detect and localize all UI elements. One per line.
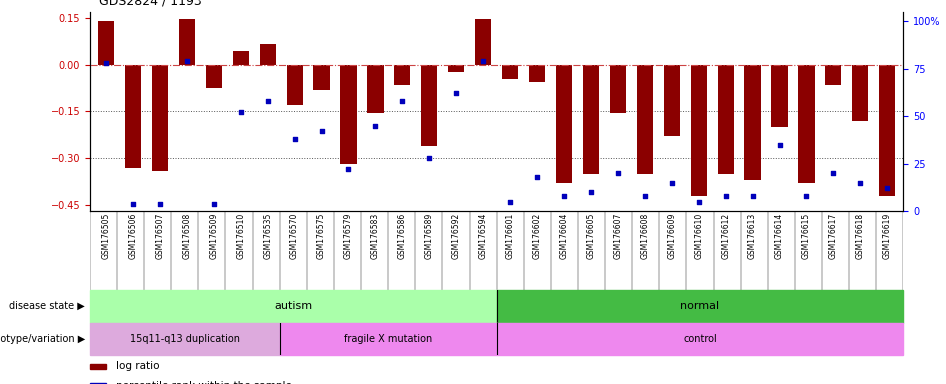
Point <box>260 98 275 104</box>
Point <box>152 200 167 207</box>
Text: 15q11-q13 duplication: 15q11-q13 duplication <box>130 334 239 344</box>
Bar <box>637 65 653 174</box>
Point <box>476 58 491 64</box>
Bar <box>771 65 788 127</box>
Bar <box>556 65 572 183</box>
Point <box>126 200 141 207</box>
Point <box>180 58 195 64</box>
Point <box>880 185 895 192</box>
Bar <box>394 65 411 85</box>
Point <box>206 200 221 207</box>
Point <box>394 98 410 104</box>
Bar <box>205 65 222 88</box>
Bar <box>98 21 114 65</box>
Bar <box>90 383 106 384</box>
Bar <box>583 65 599 174</box>
Point <box>556 193 571 199</box>
Bar <box>151 65 168 170</box>
Bar <box>367 65 383 113</box>
Point <box>826 170 841 176</box>
Bar <box>287 65 303 105</box>
Bar <box>691 65 707 195</box>
Point <box>772 142 787 148</box>
Bar <box>448 65 464 72</box>
Point <box>368 122 383 129</box>
Point <box>287 136 302 142</box>
Point <box>610 170 625 176</box>
Bar <box>90 364 106 369</box>
Text: disease state ▶: disease state ▶ <box>9 301 85 311</box>
Point <box>852 180 867 186</box>
Bar <box>718 65 734 174</box>
Text: log ratio: log ratio <box>115 361 159 371</box>
Text: autism: autism <box>274 301 312 311</box>
Bar <box>125 65 141 167</box>
Text: genotype/variation ▶: genotype/variation ▶ <box>0 334 85 344</box>
Bar <box>610 65 626 113</box>
Point <box>233 109 248 115</box>
Point <box>745 193 761 199</box>
Bar <box>852 65 868 121</box>
Bar <box>475 19 491 65</box>
Point <box>502 199 517 205</box>
Point <box>718 193 733 199</box>
Bar <box>664 65 680 136</box>
Bar <box>798 65 815 183</box>
Text: control: control <box>683 334 717 344</box>
Point <box>638 193 653 199</box>
Bar <box>179 19 195 65</box>
Point <box>422 155 437 161</box>
Text: percentile rank within the sample: percentile rank within the sample <box>115 381 291 384</box>
Bar <box>421 65 437 146</box>
Point <box>798 193 814 199</box>
Text: normal: normal <box>680 301 720 311</box>
Bar <box>502 65 518 79</box>
Bar <box>497 290 903 323</box>
Text: fragile X mutation: fragile X mutation <box>344 334 432 344</box>
Point <box>692 199 707 205</box>
Point <box>584 189 599 195</box>
Point <box>448 90 464 96</box>
Point <box>314 128 329 134</box>
Bar <box>341 65 357 164</box>
Bar <box>233 51 249 65</box>
Text: GDS2824 / 1193: GDS2824 / 1193 <box>99 0 202 8</box>
Bar <box>745 65 761 180</box>
Bar <box>825 65 842 85</box>
Bar <box>259 44 275 65</box>
Bar <box>313 65 329 89</box>
Bar <box>529 65 545 82</box>
Bar <box>90 290 497 323</box>
Bar <box>879 65 895 195</box>
Bar <box>280 323 497 355</box>
Point <box>341 166 356 172</box>
Bar <box>90 323 280 355</box>
Point <box>664 180 679 186</box>
Point <box>530 174 545 180</box>
Bar <box>497 323 903 355</box>
Point <box>98 60 114 66</box>
